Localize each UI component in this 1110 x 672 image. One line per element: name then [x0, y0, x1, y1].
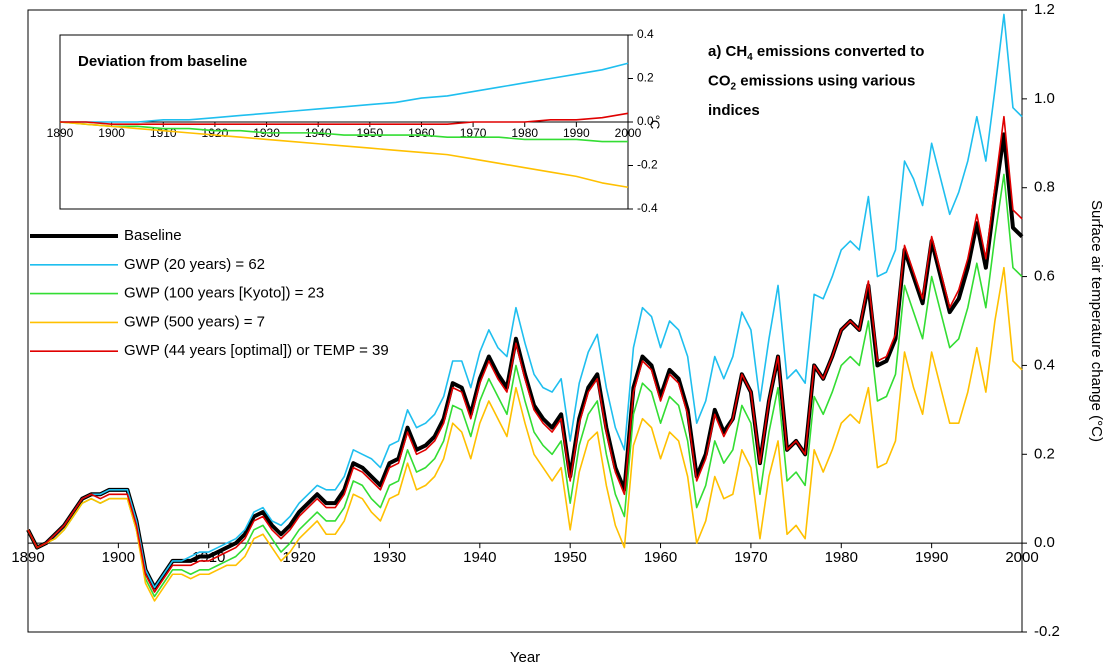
y-tick-label: 0.2	[1034, 445, 1055, 462]
y-tick-label: 0.2	[637, 71, 654, 85]
legend-label: GWP (44 years [optimal]) or TEMP = 39	[124, 342, 389, 359]
x-tick-label: 1900	[102, 549, 135, 566]
legend-label: GWP (20 years) = 62	[124, 256, 265, 273]
annotation-part: emissions using various	[736, 72, 915, 89]
x-axis-label: Year	[510, 649, 540, 666]
x-tick-label: 1890	[11, 549, 44, 566]
x-tick-label: 1980	[511, 126, 538, 140]
y-tick-label: 0.4	[637, 27, 654, 41]
y-tick-label: 1.0	[1034, 90, 1055, 107]
x-tick-label: 1970	[734, 549, 767, 566]
x-tick-label: 1930	[373, 549, 406, 566]
series-line	[27, 173, 1023, 598]
x-tick-label: 1950	[553, 549, 586, 566]
x-tick-label: 1950	[356, 126, 383, 140]
x-tick-label: 1890	[47, 126, 74, 140]
series-line	[59, 121, 628, 143]
y-tick-label: 0.8	[1034, 179, 1055, 196]
annotation-part: indices	[708, 102, 760, 119]
series-line	[59, 121, 629, 189]
x-tick-label: 1990	[915, 549, 948, 566]
y-tick-label: 0.0	[637, 114, 654, 128]
x-tick-label: 1990	[563, 126, 590, 140]
x-tick-label: 1900	[98, 126, 125, 140]
y-tick-label: 0.0	[1034, 534, 1055, 551]
x-tick-label: 1960	[408, 126, 435, 140]
annotation-part: CO	[708, 72, 731, 89]
legend-label: GWP (100 years [Kyoto]) = 23	[124, 285, 324, 302]
y-axis-label: °C	[648, 115, 663, 130]
legend-label: Baseline	[124, 227, 182, 244]
inset-title: Deviation from baseline	[78, 53, 247, 70]
series-line	[27, 115, 1023, 593]
annotation-part: emissions converted to	[753, 43, 925, 60]
annotation-part: 4	[747, 52, 753, 63]
x-tick-label: 2000	[1005, 549, 1038, 566]
y-tick-label: 0.4	[1034, 356, 1055, 373]
annotation-part: 2	[731, 82, 737, 93]
x-tick-label: 1960	[644, 549, 677, 566]
annotation-part: a) CH	[708, 43, 747, 60]
x-tick-label: 2000	[615, 126, 642, 140]
x-tick-label: 1920	[282, 549, 315, 566]
plot-frame	[27, 9, 1023, 633]
x-tick-label: 1920	[202, 126, 229, 140]
x-tick-label: 1970	[460, 126, 487, 140]
x-tick-label: 1980	[825, 549, 858, 566]
y-tick-label: -0.4	[637, 201, 658, 215]
series-line	[60, 62, 629, 123]
legend-label: GWP (500 years) = 7	[124, 313, 265, 330]
y-tick-label: -0.2	[1034, 623, 1060, 640]
y-tick-label: 1.2	[1034, 1, 1055, 18]
series-line	[27, 13, 1023, 589]
series-line	[27, 266, 1023, 602]
y-tick-label: -0.2	[637, 158, 658, 172]
series-line	[60, 112, 629, 125]
annotation: CO2 emissions using various	[708, 72, 915, 92]
y-tick-label: 0.6	[1034, 268, 1055, 285]
y-axis-label: Surface air temperature change (°C)	[1088, 200, 1105, 442]
x-tick-label: 1940	[463, 549, 496, 566]
annotation: indices	[708, 102, 760, 119]
annotation: a) CH4 emissions converted to	[708, 43, 924, 63]
